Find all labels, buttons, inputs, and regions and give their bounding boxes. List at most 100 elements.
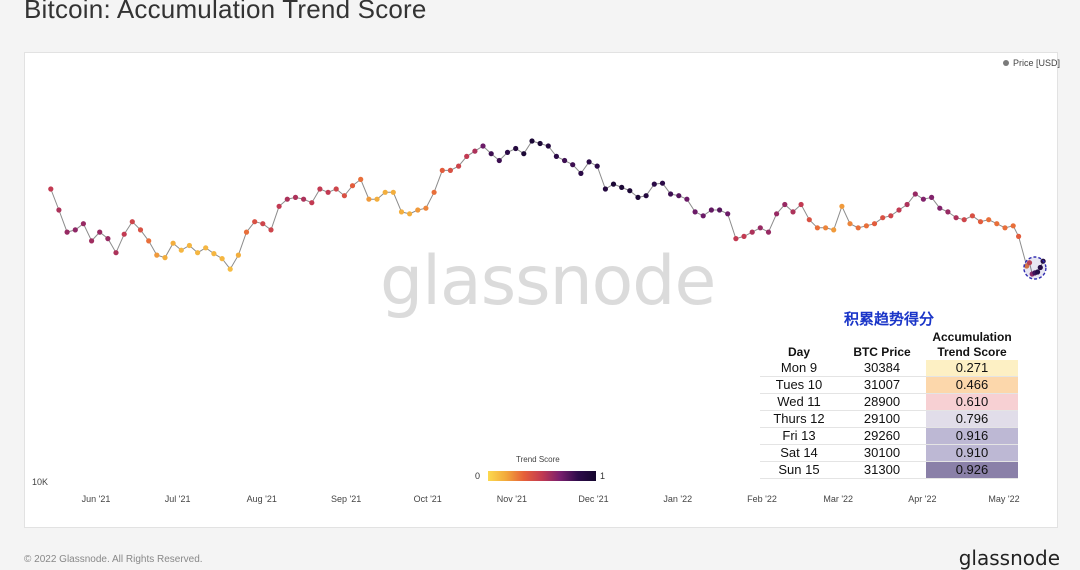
data-point[interactable] [578, 170, 584, 176]
data-point[interactable] [1037, 264, 1043, 271]
data-point[interactable] [390, 189, 396, 195]
data-point[interactable] [447, 167, 453, 173]
data-point[interactable] [504, 149, 511, 155]
data-point[interactable] [920, 196, 927, 202]
data-point[interactable] [162, 255, 168, 261]
data-point[interactable] [423, 205, 429, 211]
data-point[interactable] [798, 201, 804, 208]
data-point[interactable] [684, 196, 690, 202]
data-point[interactable] [48, 186, 54, 192]
data-point[interactable] [774, 211, 780, 217]
data-point[interactable] [439, 167, 445, 173]
data-point[interactable] [431, 189, 437, 195]
data-point[interactable] [260, 221, 266, 227]
data-point[interactable] [782, 201, 788, 208]
data-point[interactable] [382, 189, 388, 195]
data-point[interactable] [341, 193, 347, 199]
data-point[interactable] [562, 157, 568, 164]
data-point[interactable] [407, 211, 413, 217]
data-point[interactable] [195, 250, 201, 256]
data-point[interactable] [268, 227, 274, 233]
data-point[interactable] [733, 236, 739, 242]
data-point[interactable] [64, 229, 70, 235]
data-point[interactable] [945, 209, 951, 215]
data-point[interactable] [521, 151, 527, 157]
data-point[interactable] [1035, 269, 1041, 275]
data-point[interactable] [969, 213, 976, 219]
data-point[interactable] [839, 203, 845, 209]
data-point[interactable] [154, 252, 160, 258]
data-point[interactable] [456, 163, 462, 169]
data-point[interactable] [741, 233, 747, 239]
data-point[interactable] [227, 266, 233, 272]
data-point[interactable] [855, 225, 861, 231]
data-point[interactable] [880, 215, 886, 221]
data-point[interactable] [937, 205, 943, 211]
data-point[interactable] [929, 194, 935, 200]
data-point[interactable] [178, 247, 184, 253]
data-point[interactable] [72, 227, 78, 233]
data-point[interactable] [643, 193, 649, 199]
data-point[interactable] [56, 207, 62, 213]
data-point[interactable] [994, 221, 1000, 227]
data-point[interactable] [203, 245, 209, 251]
data-point[interactable] [627, 188, 633, 194]
data-point[interactable] [904, 201, 910, 208]
data-point[interactable] [301, 196, 307, 202]
data-point[interactable] [529, 138, 535, 144]
data-point[interactable] [717, 207, 723, 213]
chart-legend[interactable]: Price [USD] [1002, 58, 1060, 68]
data-point[interactable] [186, 242, 192, 249]
data-point[interactable] [1002, 225, 1008, 231]
data-point[interactable] [113, 250, 119, 256]
data-point[interactable] [211, 251, 217, 257]
data-point[interactable] [284, 196, 290, 202]
data-point[interactable] [594, 163, 600, 169]
data-point[interactable] [137, 227, 144, 233]
data-point[interactable] [806, 217, 812, 223]
data-point[interactable] [545, 143, 551, 149]
data-point[interactable] [986, 217, 992, 223]
brand-logo[interactable]: glassnode [958, 546, 1060, 570]
data-point[interactable] [170, 240, 176, 246]
data-point[interactable] [692, 209, 698, 215]
data-point[interactable] [80, 221, 86, 227]
data-point[interactable] [415, 207, 421, 213]
data-point[interactable] [725, 211, 731, 217]
price-chart[interactable] [25, 53, 1057, 527]
data-point[interactable] [676, 193, 682, 199]
data-point[interactable] [896, 207, 902, 213]
data-point[interactable] [1026, 260, 1033, 266]
data-point[interactable] [912, 191, 918, 197]
data-point[interactable] [651, 181, 657, 187]
data-point[interactable] [146, 238, 152, 244]
data-point[interactable] [89, 238, 95, 244]
data-point[interactable] [757, 225, 763, 231]
data-point[interactable] [961, 217, 967, 223]
data-point[interactable] [374, 196, 380, 202]
data-point[interactable] [871, 221, 878, 227]
data-point[interactable] [358, 176, 364, 182]
data-point[interactable] [276, 203, 282, 209]
data-point[interactable] [464, 153, 470, 159]
data-point[interactable] [333, 186, 339, 192]
data-point[interactable] [309, 200, 315, 206]
data-point[interactable] [97, 229, 103, 235]
data-point[interactable] [1016, 233, 1022, 239]
data-point[interactable] [823, 225, 829, 231]
data-point[interactable] [398, 209, 405, 215]
data-point[interactable] [553, 153, 560, 159]
data-point[interactable] [659, 180, 666, 186]
data-point[interactable] [513, 145, 519, 152]
data-point[interactable] [570, 162, 576, 168]
data-point[interactable] [790, 209, 796, 215]
data-point[interactable] [235, 252, 241, 258]
data-point[interactable] [708, 207, 715, 213]
data-point[interactable] [765, 229, 772, 235]
data-point[interactable] [610, 181, 617, 187]
data-point[interactable] [105, 236, 111, 242]
data-point[interactable] [888, 213, 894, 219]
data-point[interactable] [219, 256, 225, 262]
data-point[interactable] [847, 221, 853, 227]
data-point[interactable] [292, 194, 299, 200]
